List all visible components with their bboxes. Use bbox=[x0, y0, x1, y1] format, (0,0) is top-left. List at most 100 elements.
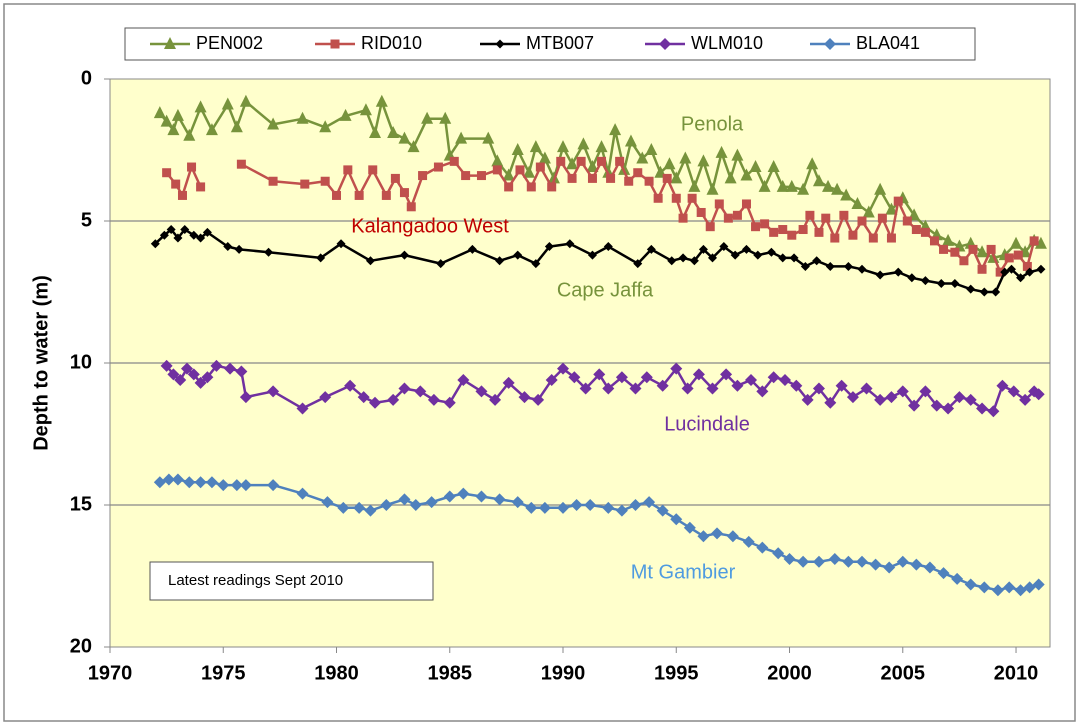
legend-marker bbox=[495, 39, 505, 49]
data-point bbox=[1013, 250, 1023, 260]
data-point bbox=[568, 371, 581, 384]
data-point bbox=[741, 244, 751, 254]
data-point bbox=[942, 233, 955, 246]
data-point bbox=[778, 253, 788, 263]
data-point bbox=[236, 159, 246, 169]
data-point bbox=[778, 374, 791, 387]
data-point bbox=[950, 247, 960, 257]
y-tick-label: 20 bbox=[70, 635, 92, 657]
data-point bbox=[455, 131, 468, 144]
data-point bbox=[414, 385, 427, 398]
data-point bbox=[798, 225, 808, 235]
data-point bbox=[150, 239, 160, 249]
data-point bbox=[1006, 264, 1016, 274]
data-point bbox=[959, 256, 969, 266]
data-point bbox=[670, 171, 683, 184]
data-point bbox=[822, 179, 835, 192]
data-point bbox=[907, 273, 917, 283]
data-point bbox=[153, 106, 166, 119]
data-point bbox=[995, 267, 1005, 277]
x-tick-label: 2000 bbox=[767, 662, 812, 684]
data-point bbox=[368, 165, 378, 175]
data-point bbox=[439, 111, 452, 124]
annotation: Mt Gambier bbox=[631, 561, 736, 583]
series-group bbox=[162, 156, 1039, 277]
data-point bbox=[457, 487, 470, 500]
data-point bbox=[398, 382, 411, 395]
data-point bbox=[268, 176, 278, 186]
data-point bbox=[531, 259, 541, 269]
x-tick-label: 2010 bbox=[994, 662, 1039, 684]
data-point bbox=[1019, 393, 1032, 406]
data-point bbox=[996, 379, 1009, 392]
data-point bbox=[846, 391, 859, 404]
data-point bbox=[667, 256, 677, 266]
data-point bbox=[812, 382, 825, 395]
data-point bbox=[491, 154, 504, 167]
annotation: Latest readings Sept 2010 bbox=[168, 572, 343, 589]
data-point bbox=[567, 173, 577, 183]
data-point bbox=[751, 222, 761, 232]
data-point bbox=[656, 379, 669, 392]
series-group bbox=[153, 473, 1045, 597]
data-point bbox=[615, 156, 625, 166]
data-point bbox=[381, 190, 391, 200]
data-point bbox=[443, 490, 456, 503]
series-group bbox=[150, 225, 1046, 297]
data-point bbox=[223, 242, 233, 252]
data-point bbox=[930, 399, 943, 412]
data-point bbox=[489, 393, 502, 406]
data-point bbox=[183, 128, 196, 141]
data-point bbox=[319, 391, 332, 404]
data-point bbox=[683, 521, 696, 534]
data-point bbox=[565, 239, 575, 249]
data-point bbox=[337, 501, 350, 514]
data-point bbox=[987, 405, 1000, 418]
data-point bbox=[449, 156, 459, 166]
data-point bbox=[406, 202, 416, 212]
data-point bbox=[857, 264, 867, 274]
data-point bbox=[166, 225, 176, 235]
data-point bbox=[874, 182, 887, 195]
data-point bbox=[387, 125, 400, 138]
data-point bbox=[187, 368, 200, 381]
data-point bbox=[1036, 264, 1046, 274]
data-point bbox=[681, 382, 694, 395]
data-point bbox=[316, 253, 326, 263]
data-point bbox=[332, 190, 342, 200]
data-point bbox=[602, 382, 615, 395]
data-point bbox=[369, 396, 382, 409]
data-point bbox=[706, 382, 719, 395]
data-point bbox=[526, 182, 536, 192]
x-tick-label: 1985 bbox=[428, 662, 473, 684]
data-point bbox=[171, 473, 184, 486]
data-point bbox=[593, 368, 606, 381]
data-point bbox=[633, 259, 643, 269]
data-point bbox=[264, 247, 274, 257]
data-point bbox=[910, 558, 923, 571]
data-point bbox=[587, 173, 597, 183]
data-point bbox=[644, 176, 654, 186]
data-point bbox=[869, 558, 882, 571]
data-point bbox=[492, 165, 502, 175]
data-point bbox=[740, 168, 753, 181]
data-point bbox=[769, 227, 779, 237]
data-point bbox=[544, 242, 554, 252]
data-point bbox=[595, 140, 608, 153]
data-point bbox=[979, 287, 989, 297]
x-tick-label: 2005 bbox=[881, 662, 926, 684]
data-point bbox=[296, 402, 309, 415]
data-point bbox=[433, 162, 443, 172]
data-point bbox=[839, 210, 849, 220]
data-point bbox=[609, 123, 622, 136]
data-point bbox=[545, 374, 558, 387]
x-tick-label: 1975 bbox=[201, 662, 246, 684]
data-point bbox=[183, 476, 196, 489]
data-point bbox=[848, 230, 858, 240]
data-point bbox=[942, 402, 955, 415]
data-point bbox=[902, 216, 912, 226]
data-point bbox=[603, 242, 613, 252]
data-point bbox=[230, 120, 243, 133]
data-point bbox=[467, 244, 477, 254]
data-point bbox=[606, 173, 616, 183]
